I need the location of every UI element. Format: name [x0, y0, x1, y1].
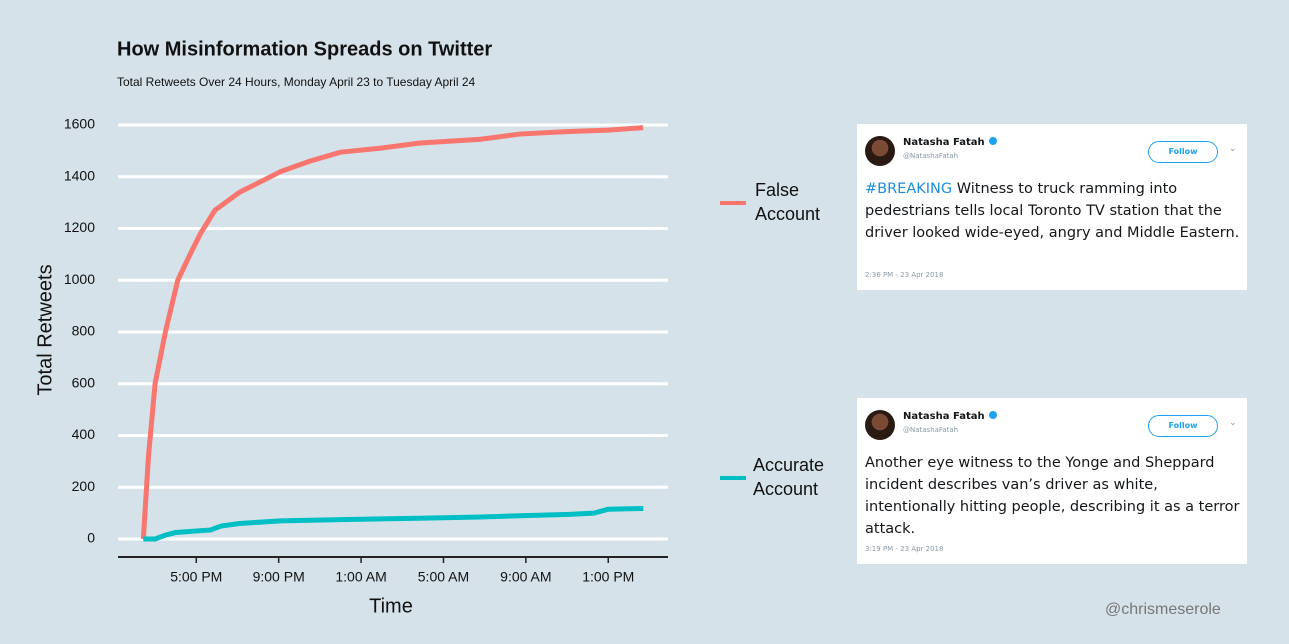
chart-subtitle: Total Retweets Over 24 Hours, Monday Apr… [117, 75, 476, 89]
tweet-time: 3:19 PM - 23 Apr 2018 [865, 545, 943, 553]
y-tick-label: 400 [72, 426, 96, 442]
avatar [865, 410, 895, 440]
y-tick-label: 200 [72, 478, 96, 494]
x-tick-label: 1:00 PM [582, 569, 634, 585]
page: How Misinformation Spreads on Twitter To… [0, 0, 1289, 644]
menu-chevron[interactable]: ⌄ [1229, 418, 1237, 428]
x-tick-label: 5:00 PM [170, 569, 222, 585]
x-tick-label: 9:00 PM [253, 569, 305, 585]
tweet-body: Another eye witness to the Yonge and She… [865, 455, 1239, 537]
tweet-author: Natasha Fatah [903, 137, 997, 148]
tweet-handle: @NatashaFatah [903, 426, 958, 434]
follow-button[interactable]: Follow [1148, 141, 1218, 163]
legend-label: False Account [755, 178, 840, 226]
avatar [865, 136, 895, 166]
chart-title: How Misinformation Spreads on Twitter [117, 38, 492, 60]
legend-label: Accurate Account [753, 453, 838, 501]
x-tick-label: 9:00 AM [500, 569, 551, 585]
legend-key [720, 201, 746, 205]
y-tick-label: 1400 [64, 167, 95, 183]
tweet-card: Natasha Fatah @NatashaFatah Follow ⌄ Ano… [857, 398, 1247, 564]
x-axis-label: Time [369, 595, 413, 617]
y-tick-label: 600 [72, 374, 96, 390]
tweet-text: Another eye witness to the Yonge and She… [865, 452, 1240, 540]
hashtag[interactable]: #BREAKING [865, 181, 952, 197]
tweet-text: #BREAKING Witness to truck ramming into … [865, 178, 1240, 244]
menu-chevron[interactable]: ⌄ [1229, 144, 1237, 154]
y-tick-label: 0 [87, 530, 95, 546]
legend-key [720, 476, 746, 480]
tweet-author: Natasha Fatah [903, 411, 997, 422]
y-axis-label: Total Retweets [34, 264, 56, 395]
author-name: Natasha Fatah [903, 411, 985, 422]
credit: @chrismeserole [1105, 601, 1221, 619]
author-name: Natasha Fatah [903, 137, 985, 148]
x-tick-label: 1:00 AM [335, 569, 386, 585]
y-tick-label: 1000 [64, 271, 95, 287]
follow-button[interactable]: Follow [1148, 415, 1218, 437]
tweet-card: Natasha Fatah @NatashaFatah Follow ⌄ #BR… [857, 124, 1247, 290]
x-tick-label: 5:00 AM [418, 569, 469, 585]
tweet-time: 2:36 PM - 23 Apr 2018 [865, 271, 943, 279]
series-line [143, 508, 643, 539]
y-tick-label: 1200 [64, 219, 95, 235]
y-tick-label: 800 [72, 323, 96, 339]
tweet-handle: @NatashaFatah [903, 152, 958, 160]
y-tick-label: 1600 [64, 116, 95, 132]
